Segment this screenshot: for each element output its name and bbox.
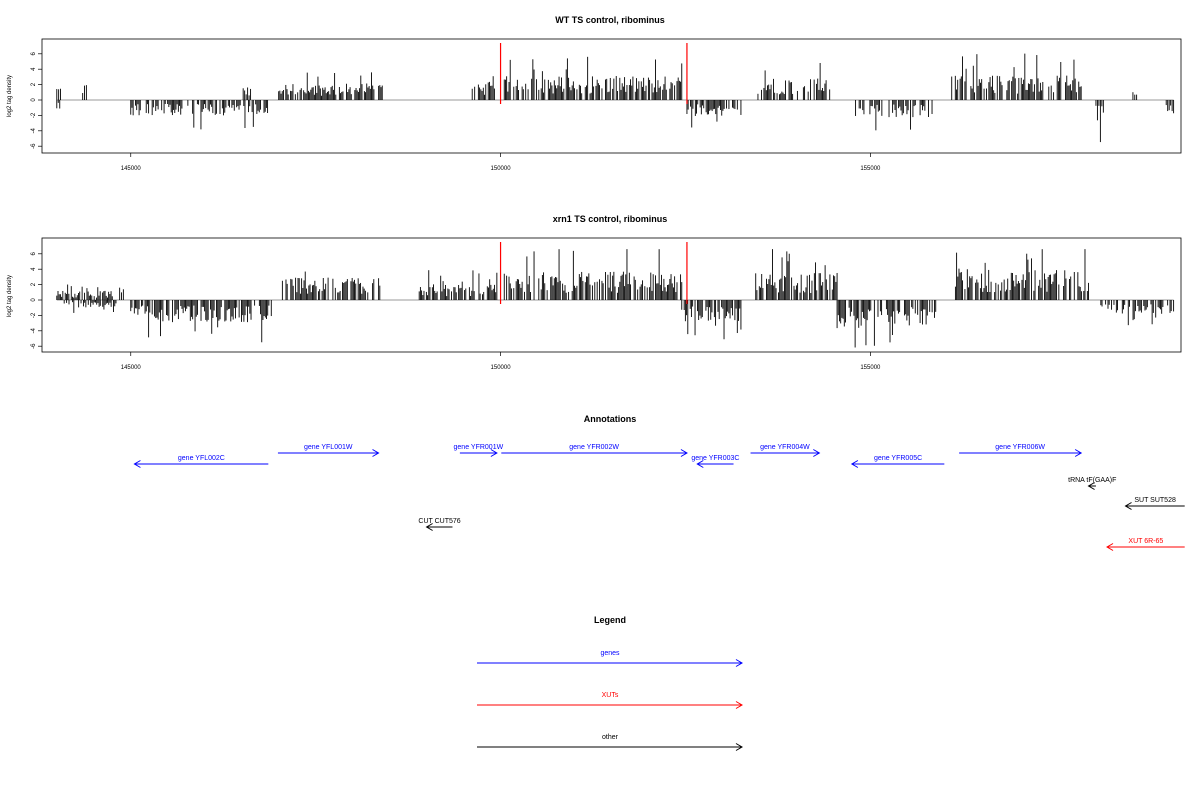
wt-density-panel: WT TS control, ribominus log2 tag densit… [7,15,1182,172]
feature-arrow-head [133,460,141,468]
wt-panel-title: WT TS control, ribominus [555,15,665,25]
annotation-feature: gene YFR001W [454,444,504,457]
feature-arrow-head [1106,543,1114,551]
feature-arrow-head [372,449,380,457]
y-tick-label: -4 [31,127,37,133]
y-tick-label: 0 [31,98,37,102]
wt-signal-bars [56,43,1175,143]
y-tick-label: 4 [31,267,37,271]
y-tick-label: -2 [31,312,37,318]
feature-label: gene YFR003C [691,455,739,462]
feature-arrow-head [490,449,498,457]
legend-arrow-head [735,701,743,709]
x-tick-label: 145000 [121,365,142,371]
y-tick-label: 2 [31,282,37,286]
legend-title: Legend [594,615,626,625]
legend-label: XUTs [602,692,619,699]
feature-label: gene YFR005C [874,455,922,462]
y-tick-label: 2 [31,82,37,86]
xrn1-panel-title: xrn1 TS control, ribominus [553,214,668,224]
legend: Legend genes XUTs other [477,615,743,751]
y-tick-label: 6 [31,251,37,255]
feature-arrow-head [813,449,821,457]
feature-label: SUT SUT528 [1134,497,1176,504]
annotation-feature: gene YFR003C [691,455,739,468]
feature-arrow-head [696,460,704,468]
annotation-feature: gene YFR005C [850,455,945,468]
xrn1-plot-frame [41,237,1182,353]
annotation-feature: gene YFR002W [501,444,688,457]
legend-arrow-head [735,659,743,667]
x-tick-label: 150000 [491,365,512,371]
y-tick-label: 4 [31,67,37,71]
wt-plot-frame [41,38,1182,154]
annotations-title: Annotations [584,414,637,424]
feature-label: gene YFL002C [178,455,225,462]
legend-arrow-head [735,743,743,751]
xrn1-signal-bars [56,242,1175,348]
y-tick-label: -4 [31,327,37,333]
feature-arrow-head [1087,482,1095,490]
annotation-feature: gene YFR004W [750,444,821,457]
feature-label: gene YFR006W [995,444,1045,451]
x-tick-label: 145000 [121,166,142,172]
xrn1-axes: 6 4 2 0 -2 -4 -6 145000 150000 155000 [31,251,881,371]
feature-arrow-head [850,460,859,468]
xrn1-density-panel: xrn1 TS control, ribominus log2 tag dens… [7,214,1182,371]
feature-label: tRNA tF(GAA)F [1068,477,1116,484]
xrn1-y-axis-label: log2 tag density [7,275,13,317]
annotations-track: Annotations gene YFL002C gene YFL001W gene… [133,414,1185,551]
feature-label: gene YFL001W [304,444,353,451]
y-tick-label: -2 [31,112,37,118]
wt-y-axis-label: log2 tag density [7,75,13,117]
feature-label: CUT CUT576 [418,518,460,525]
feature-arrow-head [425,523,433,531]
annotation-feature: tRNA tF(GAA)F [1068,477,1116,490]
y-tick-label: -6 [31,343,37,349]
feature-label: gene YFR002W [569,444,619,451]
annotation-feature: XUT 6R-65 [1106,538,1185,551]
x-tick-label: 155000 [860,365,881,371]
annotation-feature: SUT SUT528 [1124,497,1185,510]
legend-label: genes [600,650,620,657]
legend-entry: genes [477,650,743,667]
annotation-feature: gene YFR006W [959,444,1083,457]
annotation-feature: CUT CUT576 [418,518,461,531]
feature-label: gene YFR004W [760,444,810,451]
feature-arrow-head [680,449,688,457]
feature-arrow-head [1074,449,1083,457]
feature-arrow-head [1124,502,1132,510]
x-tick-label: 155000 [860,166,881,172]
feature-label: XUT 6R-65 [1128,538,1163,545]
annotation-feature: gene YFL002C [133,455,269,468]
legend-label: other [602,734,619,741]
legend-entry: XUTs [477,692,743,709]
y-tick-label: 0 [31,298,37,302]
y-tick-label: 6 [31,51,37,55]
legend-entry: other [477,734,743,751]
x-tick-label: 150000 [491,166,512,172]
annotation-feature: gene YFL001W [277,444,380,457]
y-tick-label: -6 [31,143,37,149]
feature-label: gene YFR001W [454,444,504,451]
wt-axes: 6 4 2 0 -2 -4 -6 145000 150000 155000 [31,51,881,172]
